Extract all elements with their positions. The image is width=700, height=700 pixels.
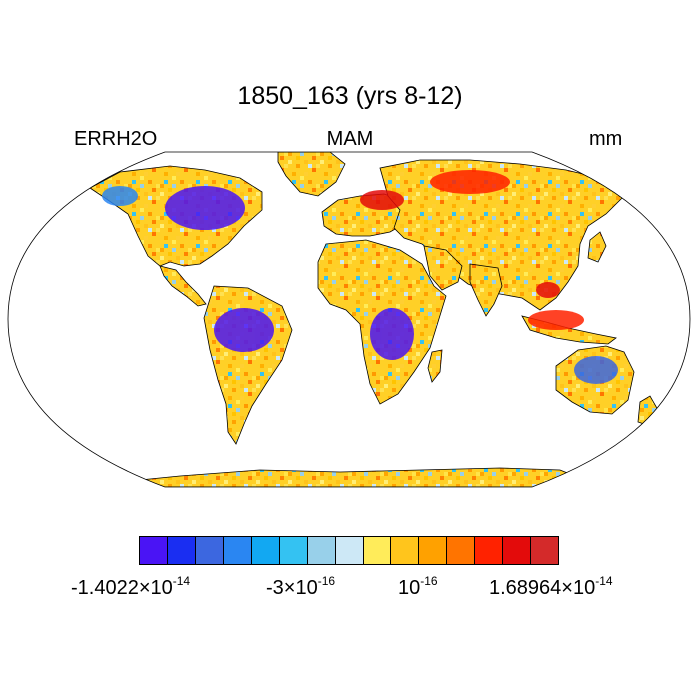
- antarctica: [119, 467, 591, 487]
- colorbar-label-min: -1.4022×10-14: [71, 574, 191, 599]
- cluster-amazon: [214, 308, 274, 352]
- colorbar-box-12: [447, 537, 476, 564]
- colorbar-box-7: [307, 537, 336, 564]
- cluster-e-china: [536, 282, 560, 298]
- colorbar-label-neg: -3×10-16: [266, 574, 336, 599]
- greenland: [277, 152, 346, 197]
- arabia: [423, 245, 463, 291]
- season-label: MAM: [326, 128, 374, 150]
- cluster-australia: [574, 356, 618, 384]
- colorbar: [139, 536, 559, 565]
- cluster-se-asia: [528, 310, 584, 330]
- japan: [587, 231, 607, 263]
- colorbar-box-3: [195, 537, 224, 564]
- cluster-alaska: [102, 186, 138, 206]
- cluster-siberia: [430, 170, 510, 194]
- colorbar-label-pos: 10-16: [398, 574, 438, 599]
- asia: [379, 159, 623, 311]
- colorbar-box-8: [335, 537, 364, 564]
- colorbar-box-6: [279, 537, 308, 564]
- colorbar-box-2: [167, 537, 196, 564]
- colorbar-box-15: [531, 537, 559, 564]
- india: [469, 263, 503, 317]
- cluster-congo: [370, 308, 414, 360]
- anomaly-clusters: [102, 170, 618, 384]
- madagascar: [427, 349, 443, 383]
- variable-label: ERRH2O: [74, 128, 158, 150]
- colorbar-box-14: [503, 537, 532, 564]
- colorbar-box-9: [363, 537, 392, 564]
- units-label: mm: [589, 128, 623, 150]
- colorbar-box-4: [223, 537, 252, 564]
- colorbar-box-13: [475, 537, 504, 564]
- cluster-scandinavia: [360, 190, 404, 210]
- map-boundary: [7, 151, 691, 488]
- cluster-canada: [165, 186, 245, 230]
- central-america: [159, 265, 207, 307]
- colorbar-box-10: [391, 537, 420, 564]
- colorbar-box-11: [419, 537, 448, 564]
- colorbar-box-5: [251, 537, 280, 564]
- colorbar-box-1: [140, 537, 168, 564]
- colorbar-label-max: 1.68964×10-14: [489, 574, 613, 599]
- plot-title: 1850_163 (yrs 8-12): [237, 82, 463, 110]
